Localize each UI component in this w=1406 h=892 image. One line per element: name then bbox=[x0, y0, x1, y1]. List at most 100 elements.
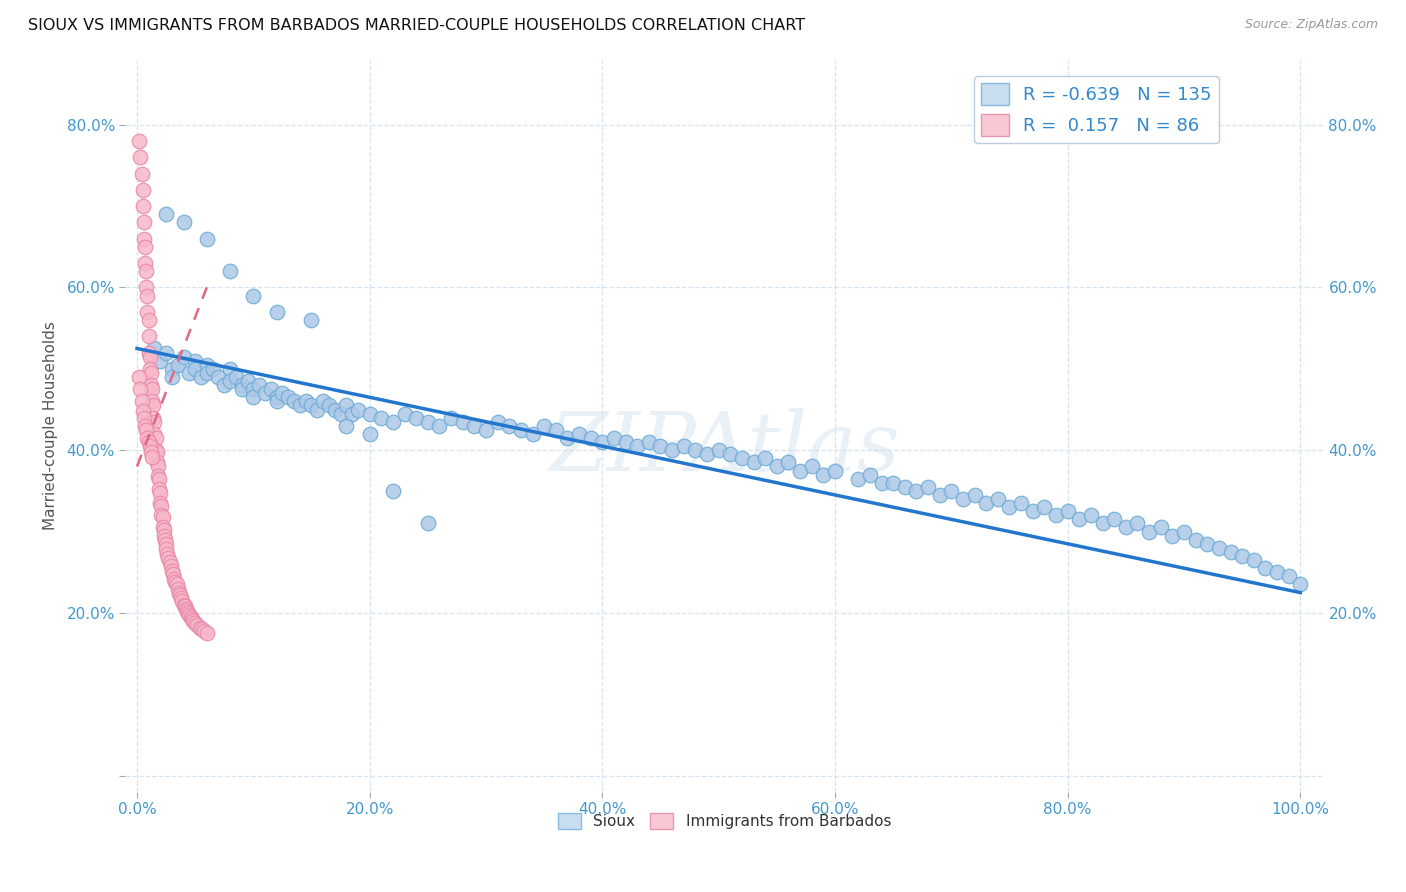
Point bbox=[1115, 520, 1137, 534]
Point bbox=[134, 240, 156, 254]
Point bbox=[778, 455, 800, 469]
Point bbox=[998, 500, 1021, 515]
Point bbox=[141, 382, 163, 396]
Point bbox=[614, 435, 637, 450]
Point bbox=[498, 418, 520, 433]
Point bbox=[987, 491, 1010, 506]
Point bbox=[359, 407, 381, 421]
Point bbox=[160, 361, 183, 376]
Point bbox=[135, 280, 157, 294]
Point bbox=[143, 415, 166, 429]
Point bbox=[859, 467, 882, 482]
Point bbox=[160, 370, 183, 384]
Point bbox=[463, 418, 485, 433]
Point bbox=[148, 482, 170, 496]
Point bbox=[301, 313, 323, 327]
Point bbox=[155, 542, 177, 557]
Point bbox=[129, 150, 152, 164]
Point bbox=[1254, 561, 1277, 575]
Point bbox=[150, 508, 173, 523]
Point bbox=[132, 199, 155, 213]
Point bbox=[231, 378, 253, 392]
Point bbox=[184, 353, 207, 368]
Point bbox=[1208, 541, 1230, 555]
Point bbox=[718, 447, 741, 461]
Point bbox=[1150, 520, 1173, 534]
Point bbox=[225, 370, 247, 384]
Legend: Sioux, Immigrants from Barbados: Sioux, Immigrants from Barbados bbox=[551, 807, 897, 836]
Point bbox=[138, 313, 160, 327]
Point bbox=[905, 483, 928, 498]
Point bbox=[128, 370, 150, 384]
Text: Source: ZipAtlas.com: Source: ZipAtlas.com bbox=[1244, 18, 1378, 31]
Point bbox=[650, 439, 672, 453]
Point bbox=[146, 455, 169, 469]
Point bbox=[429, 418, 451, 433]
Point bbox=[522, 426, 544, 441]
Point bbox=[170, 591, 193, 606]
Point bbox=[148, 472, 170, 486]
Point bbox=[1137, 524, 1160, 539]
Point bbox=[136, 288, 159, 302]
Point bbox=[894, 480, 917, 494]
Point bbox=[191, 622, 214, 636]
Point bbox=[184, 361, 207, 376]
Point bbox=[219, 264, 242, 278]
Point bbox=[707, 443, 730, 458]
Point bbox=[156, 547, 179, 561]
Point bbox=[381, 483, 404, 498]
Point bbox=[440, 410, 463, 425]
Point bbox=[138, 435, 160, 450]
Point bbox=[661, 443, 683, 458]
Point bbox=[509, 423, 531, 437]
Point bbox=[145, 443, 167, 458]
Point bbox=[131, 167, 153, 181]
Point bbox=[1265, 566, 1288, 580]
Point bbox=[162, 566, 184, 581]
Point bbox=[1010, 496, 1032, 510]
Point bbox=[219, 374, 242, 388]
Point bbox=[486, 415, 509, 429]
Point bbox=[277, 390, 299, 404]
Point bbox=[335, 418, 357, 433]
Point bbox=[1230, 549, 1253, 563]
Point bbox=[139, 378, 162, 392]
Point bbox=[813, 467, 835, 482]
Point bbox=[181, 614, 204, 628]
Point bbox=[626, 439, 648, 453]
Point bbox=[312, 394, 335, 409]
Point bbox=[135, 264, 157, 278]
Point bbox=[1243, 553, 1265, 567]
Point bbox=[1102, 512, 1125, 526]
Point bbox=[359, 426, 381, 441]
Point bbox=[153, 533, 176, 547]
Point bbox=[132, 232, 155, 246]
Point bbox=[557, 431, 579, 445]
Point bbox=[188, 621, 211, 635]
Point bbox=[155, 207, 177, 221]
Point bbox=[152, 520, 174, 534]
Point bbox=[928, 488, 950, 502]
Y-axis label: Married-couple Households: Married-couple Households bbox=[44, 321, 58, 530]
Point bbox=[416, 516, 439, 531]
Point bbox=[696, 447, 718, 461]
Point bbox=[544, 423, 567, 437]
Point bbox=[266, 394, 288, 409]
Point bbox=[260, 382, 283, 396]
Point bbox=[1173, 524, 1195, 539]
Point bbox=[177, 606, 200, 620]
Point bbox=[271, 386, 294, 401]
Point bbox=[179, 607, 201, 622]
Point bbox=[141, 450, 163, 464]
Point bbox=[136, 431, 159, 445]
Point bbox=[139, 439, 162, 453]
Point bbox=[242, 288, 264, 302]
Point bbox=[166, 358, 188, 372]
Point bbox=[195, 366, 218, 380]
Point bbox=[172, 593, 194, 607]
Point bbox=[149, 485, 172, 500]
Point bbox=[974, 496, 997, 510]
Point bbox=[159, 558, 181, 573]
Point bbox=[166, 582, 188, 596]
Point bbox=[195, 626, 218, 640]
